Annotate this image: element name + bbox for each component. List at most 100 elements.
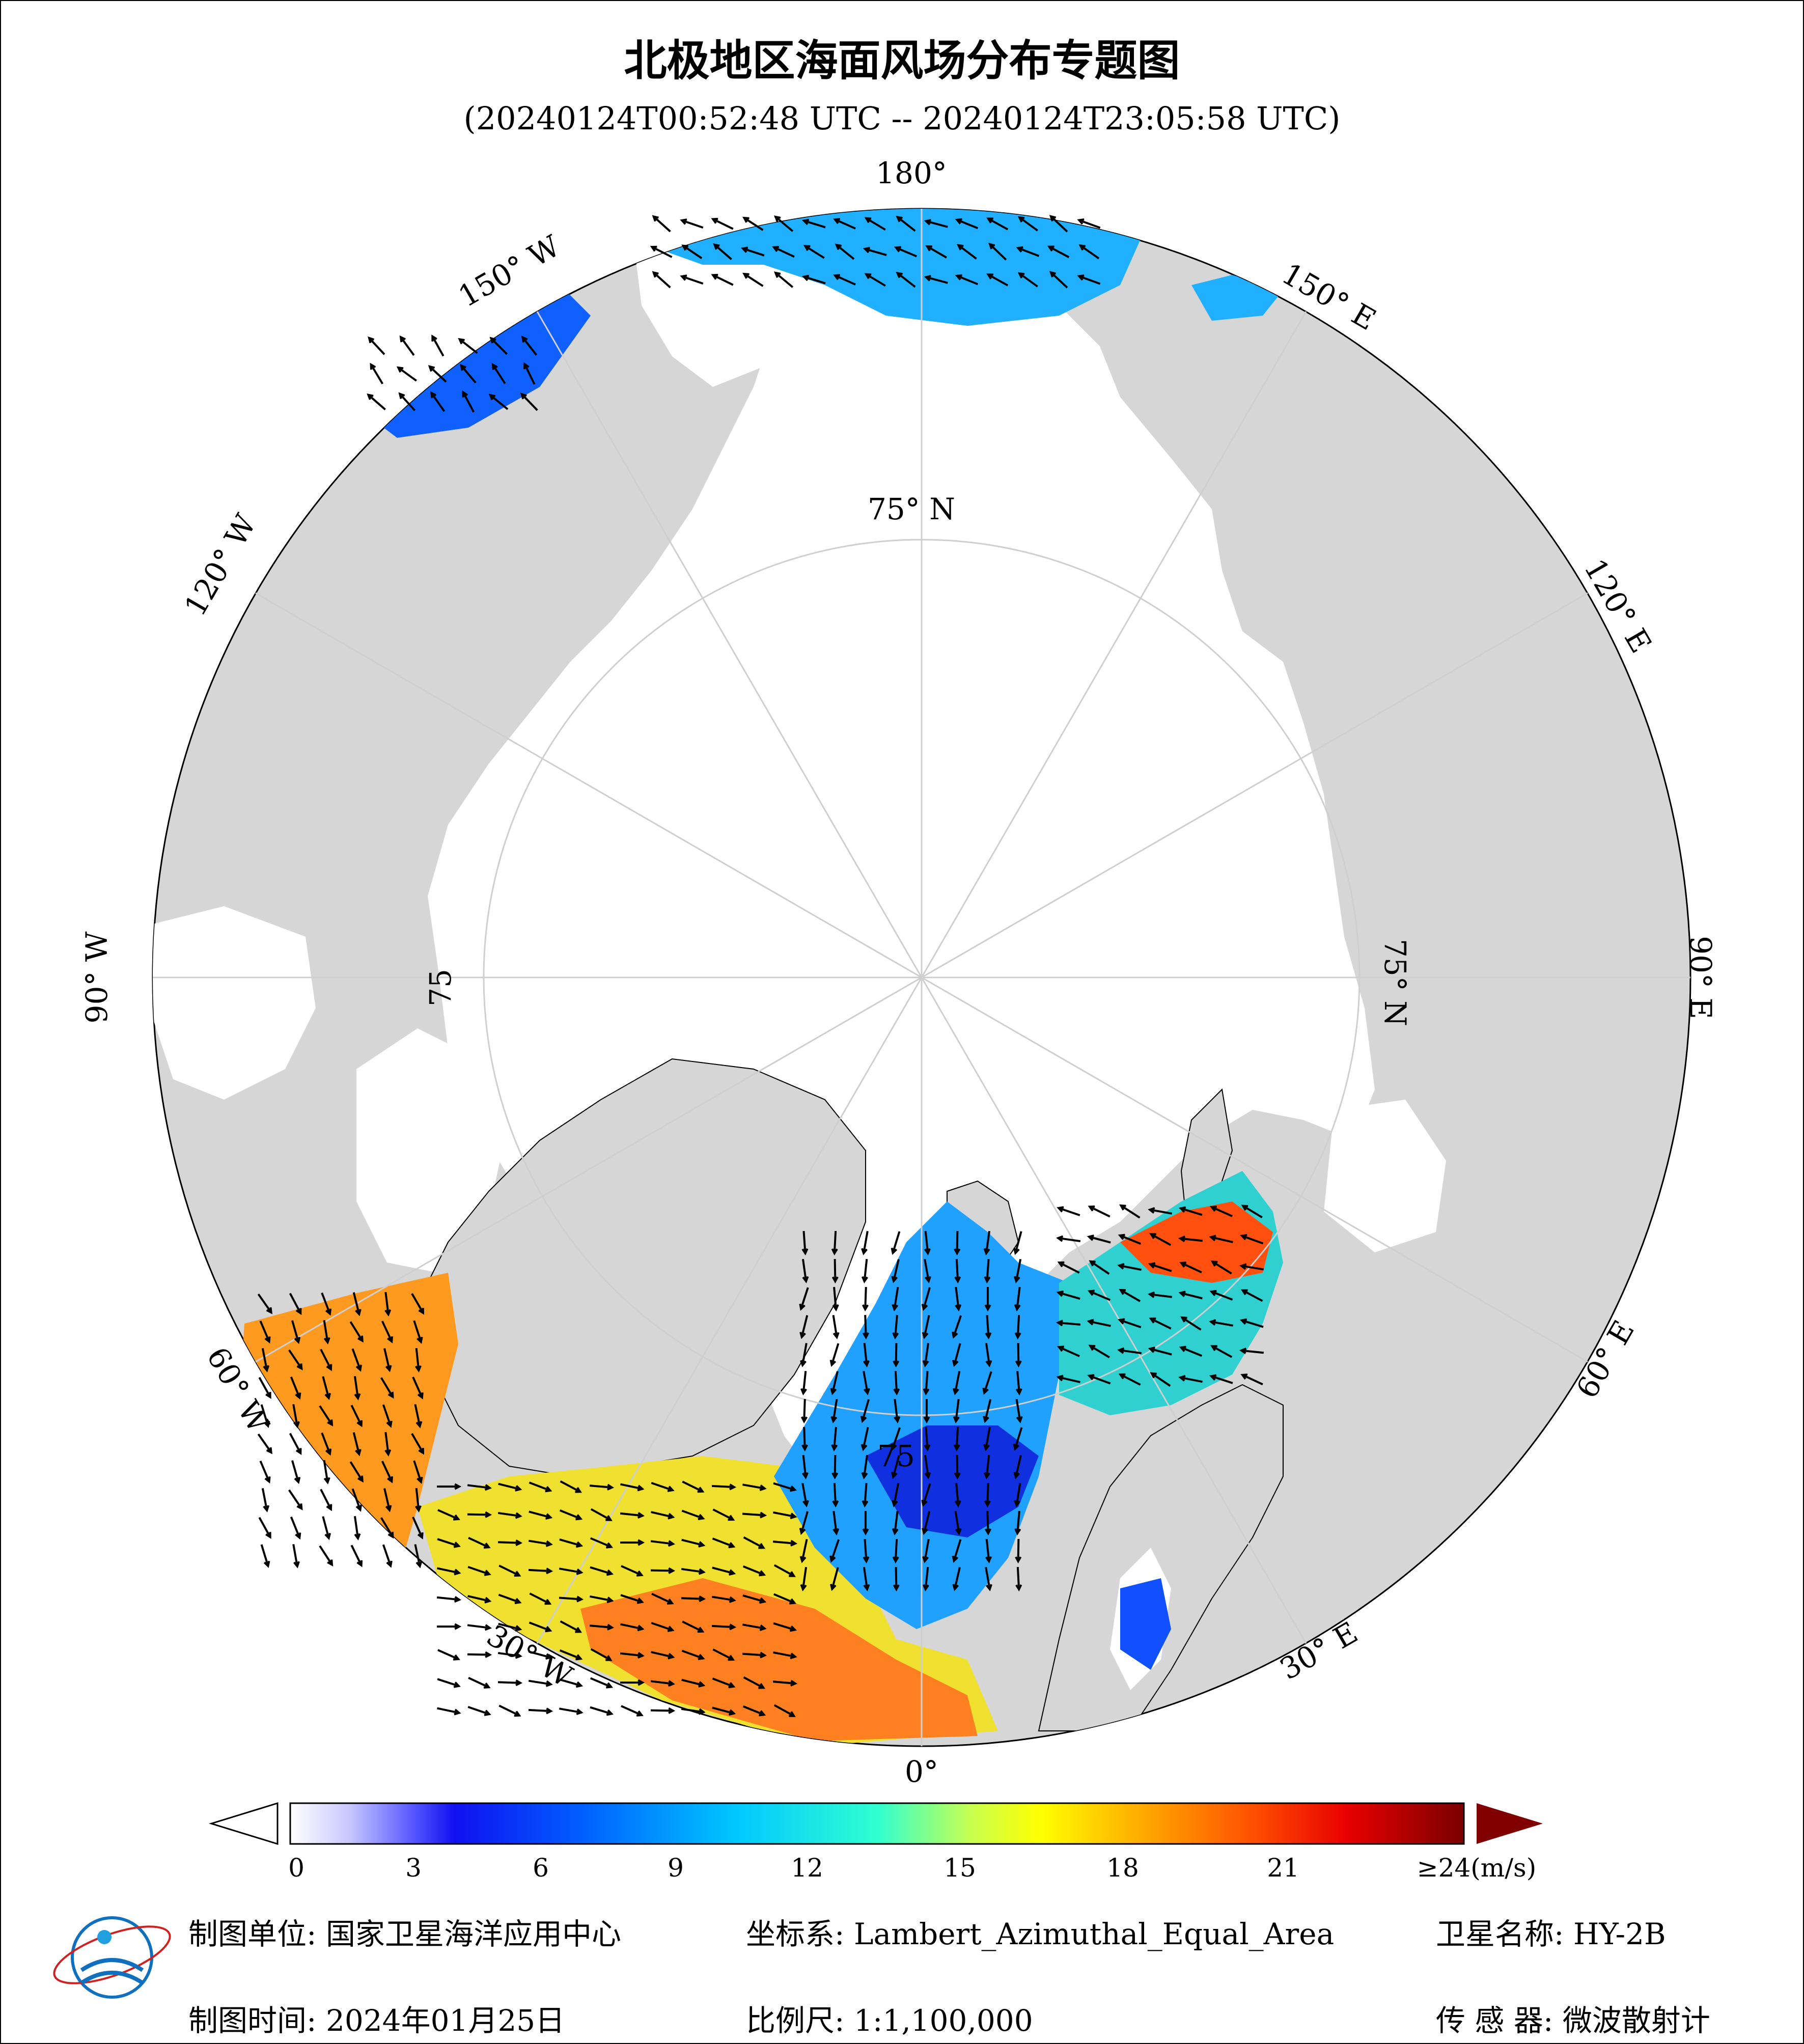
wind-arrow [866,217,886,231]
wind-arrow [382,1404,392,1426]
colorbar-tick-18: 18 [1106,1853,1139,1883]
wind-arrow [460,365,477,384]
wind-arrow-head [1049,271,1057,278]
wind-arrow [380,1517,394,1537]
wind-arrow [1058,1207,1080,1217]
wind-arrow-head [832,1528,840,1535]
wind-arrow [864,1482,868,1506]
wind-arrow [529,1592,550,1605]
wind-arrow [986,1482,989,1506]
wind-arrow [521,337,538,356]
wind-arrow [922,1483,931,1505]
wind-arrow [590,1648,612,1661]
wind-arrow [1151,1373,1171,1387]
wind-arrow-head [760,1651,767,1659]
wind-arrow-head [460,363,466,371]
wind-arrow-head [1087,1374,1095,1381]
wind-arrow-head [833,218,841,225]
wind-arrow-head [483,1683,491,1689]
lat-label-inner: 75 [877,1439,915,1473]
wind-arrow [492,364,506,384]
wind-arrow-head [986,217,993,223]
wind-arrow [1120,1289,1141,1302]
wind-arrow [528,1709,551,1713]
wind-arrow-head [891,1443,897,1451]
wind-arrow [1090,1261,1110,1275]
wind-arrow-head [668,1653,675,1660]
wind-arrow-head [952,1360,959,1367]
wind-arrow-head [955,1528,962,1535]
colorbar-tick-21: 21 [1267,1853,1299,1883]
wind-arrow-head [790,1679,798,1687]
wind-arrow-head [729,1709,736,1716]
wind-arrow-head [637,1539,645,1546]
wind-arrow [259,1460,270,1482]
wind-arrow [260,1544,269,1566]
wind-arrow-head [892,1556,899,1564]
wind-arrow [383,1488,391,1510]
wind-arrow [956,218,979,230]
wind-arrow-head [922,1360,929,1367]
wind-arrow-head [681,244,688,251]
wind-arrow [320,1489,332,1510]
wind-arrow-head [357,1335,364,1343]
wind-arrow [529,1621,551,1632]
wind-arrow [712,274,734,286]
wind-arrow [804,245,825,259]
wind-arrow-head [759,1710,766,1717]
wind-arrow [866,273,886,287]
colorbar-min-triangle [208,1802,279,1845]
wind-arrow [1211,1375,1233,1384]
wind-arrow-head [387,1476,393,1483]
wind-arrow [954,1567,961,1589]
footer-satellite: 卫星名称: HY-2B [1436,1917,1666,1951]
wind-arrow [290,1516,301,1538]
wind-arrow [1058,1376,1080,1383]
wind-arrow [590,1537,612,1548]
wind-arrow [381,1461,393,1482]
wind-arrow-head [893,1388,900,1396]
wind-arrow [258,1377,271,1398]
wind-arrow [1016,1510,1020,1534]
wind-arrow-head [387,1531,394,1539]
wind-arrow-head [1016,246,1023,253]
wind-arrow [894,1370,898,1394]
wind-arrow-head [515,1485,522,1492]
wind-arrow-head [773,215,781,222]
wind-arrow [349,1321,364,1341]
wind-arrow-head [264,1336,271,1344]
wind-arrow-head [698,1654,705,1661]
wind-arrow [498,1593,520,1604]
wind-arrow [383,1348,391,1370]
wind-arrow [712,1508,734,1521]
footer-scale: 比例尺: 1:1,100,000 [746,2003,1033,2038]
wind-arrow-head [1087,1235,1094,1241]
wind-arrow-head [1013,1443,1020,1451]
wind-arrow [651,246,673,258]
wind-arrow-head [921,1499,928,1507]
wind-arrow [835,274,856,286]
wind-arrow-head [295,1448,302,1455]
wind-arrow-head [636,1570,644,1577]
wind-arrow [953,1343,961,1365]
wind-arrow-head [1088,1205,1095,1212]
wind-arrow-head [1239,1348,1247,1355]
wind-arrow-head [575,1681,584,1688]
wind-arrow-head [294,1336,301,1345]
wind-arrow-head [1078,244,1086,251]
wind-arrow-head [485,1651,492,1658]
wind-arrow [382,1544,392,1566]
wind-arrow [925,1426,929,1450]
wind-arrow [1241,1265,1264,1271]
wind-arrow [743,273,764,287]
baffin-bay [356,1028,509,1273]
wind-arrow-head [829,1359,837,1367]
wind-arrow-head [860,1415,867,1423]
wind-arrow [1017,247,1040,257]
wind-arrow [895,246,918,258]
wind-arrow-head [652,271,659,278]
wind-arrow [292,1404,298,1427]
wind-arrow [467,1484,490,1489]
wind-arrow [261,1488,268,1510]
